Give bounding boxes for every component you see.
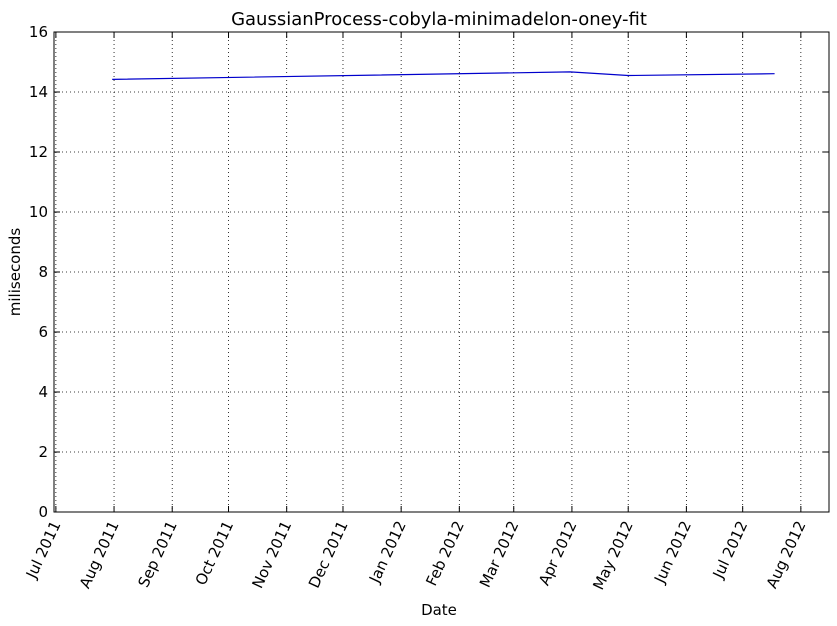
plot-frame [53,31,830,513]
y-axis-label: miliseconds [6,228,24,317]
y-axis: 0 2 4 6 8 10 12 14 16 [29,23,829,521]
series-group [112,71,775,80]
y-tick-label: 2 [38,443,48,461]
y-tick-label: 14 [29,83,48,101]
x-axis-label: Date [421,601,457,619]
series-line [112,71,775,80]
y-tick-label: 10 [29,203,48,221]
y-tick-label: 6 [38,323,48,341]
y-tick-label: 4 [38,383,48,401]
chart-title: GaussianProcess-cobyla-minimadelon-oney-… [231,9,647,30]
y-tick-label: 12 [29,143,48,161]
y-tick-label: 0 [38,503,48,521]
y-tick-label: 8 [38,263,48,281]
grid [54,31,829,513]
y-tick-label: 16 [29,23,48,41]
